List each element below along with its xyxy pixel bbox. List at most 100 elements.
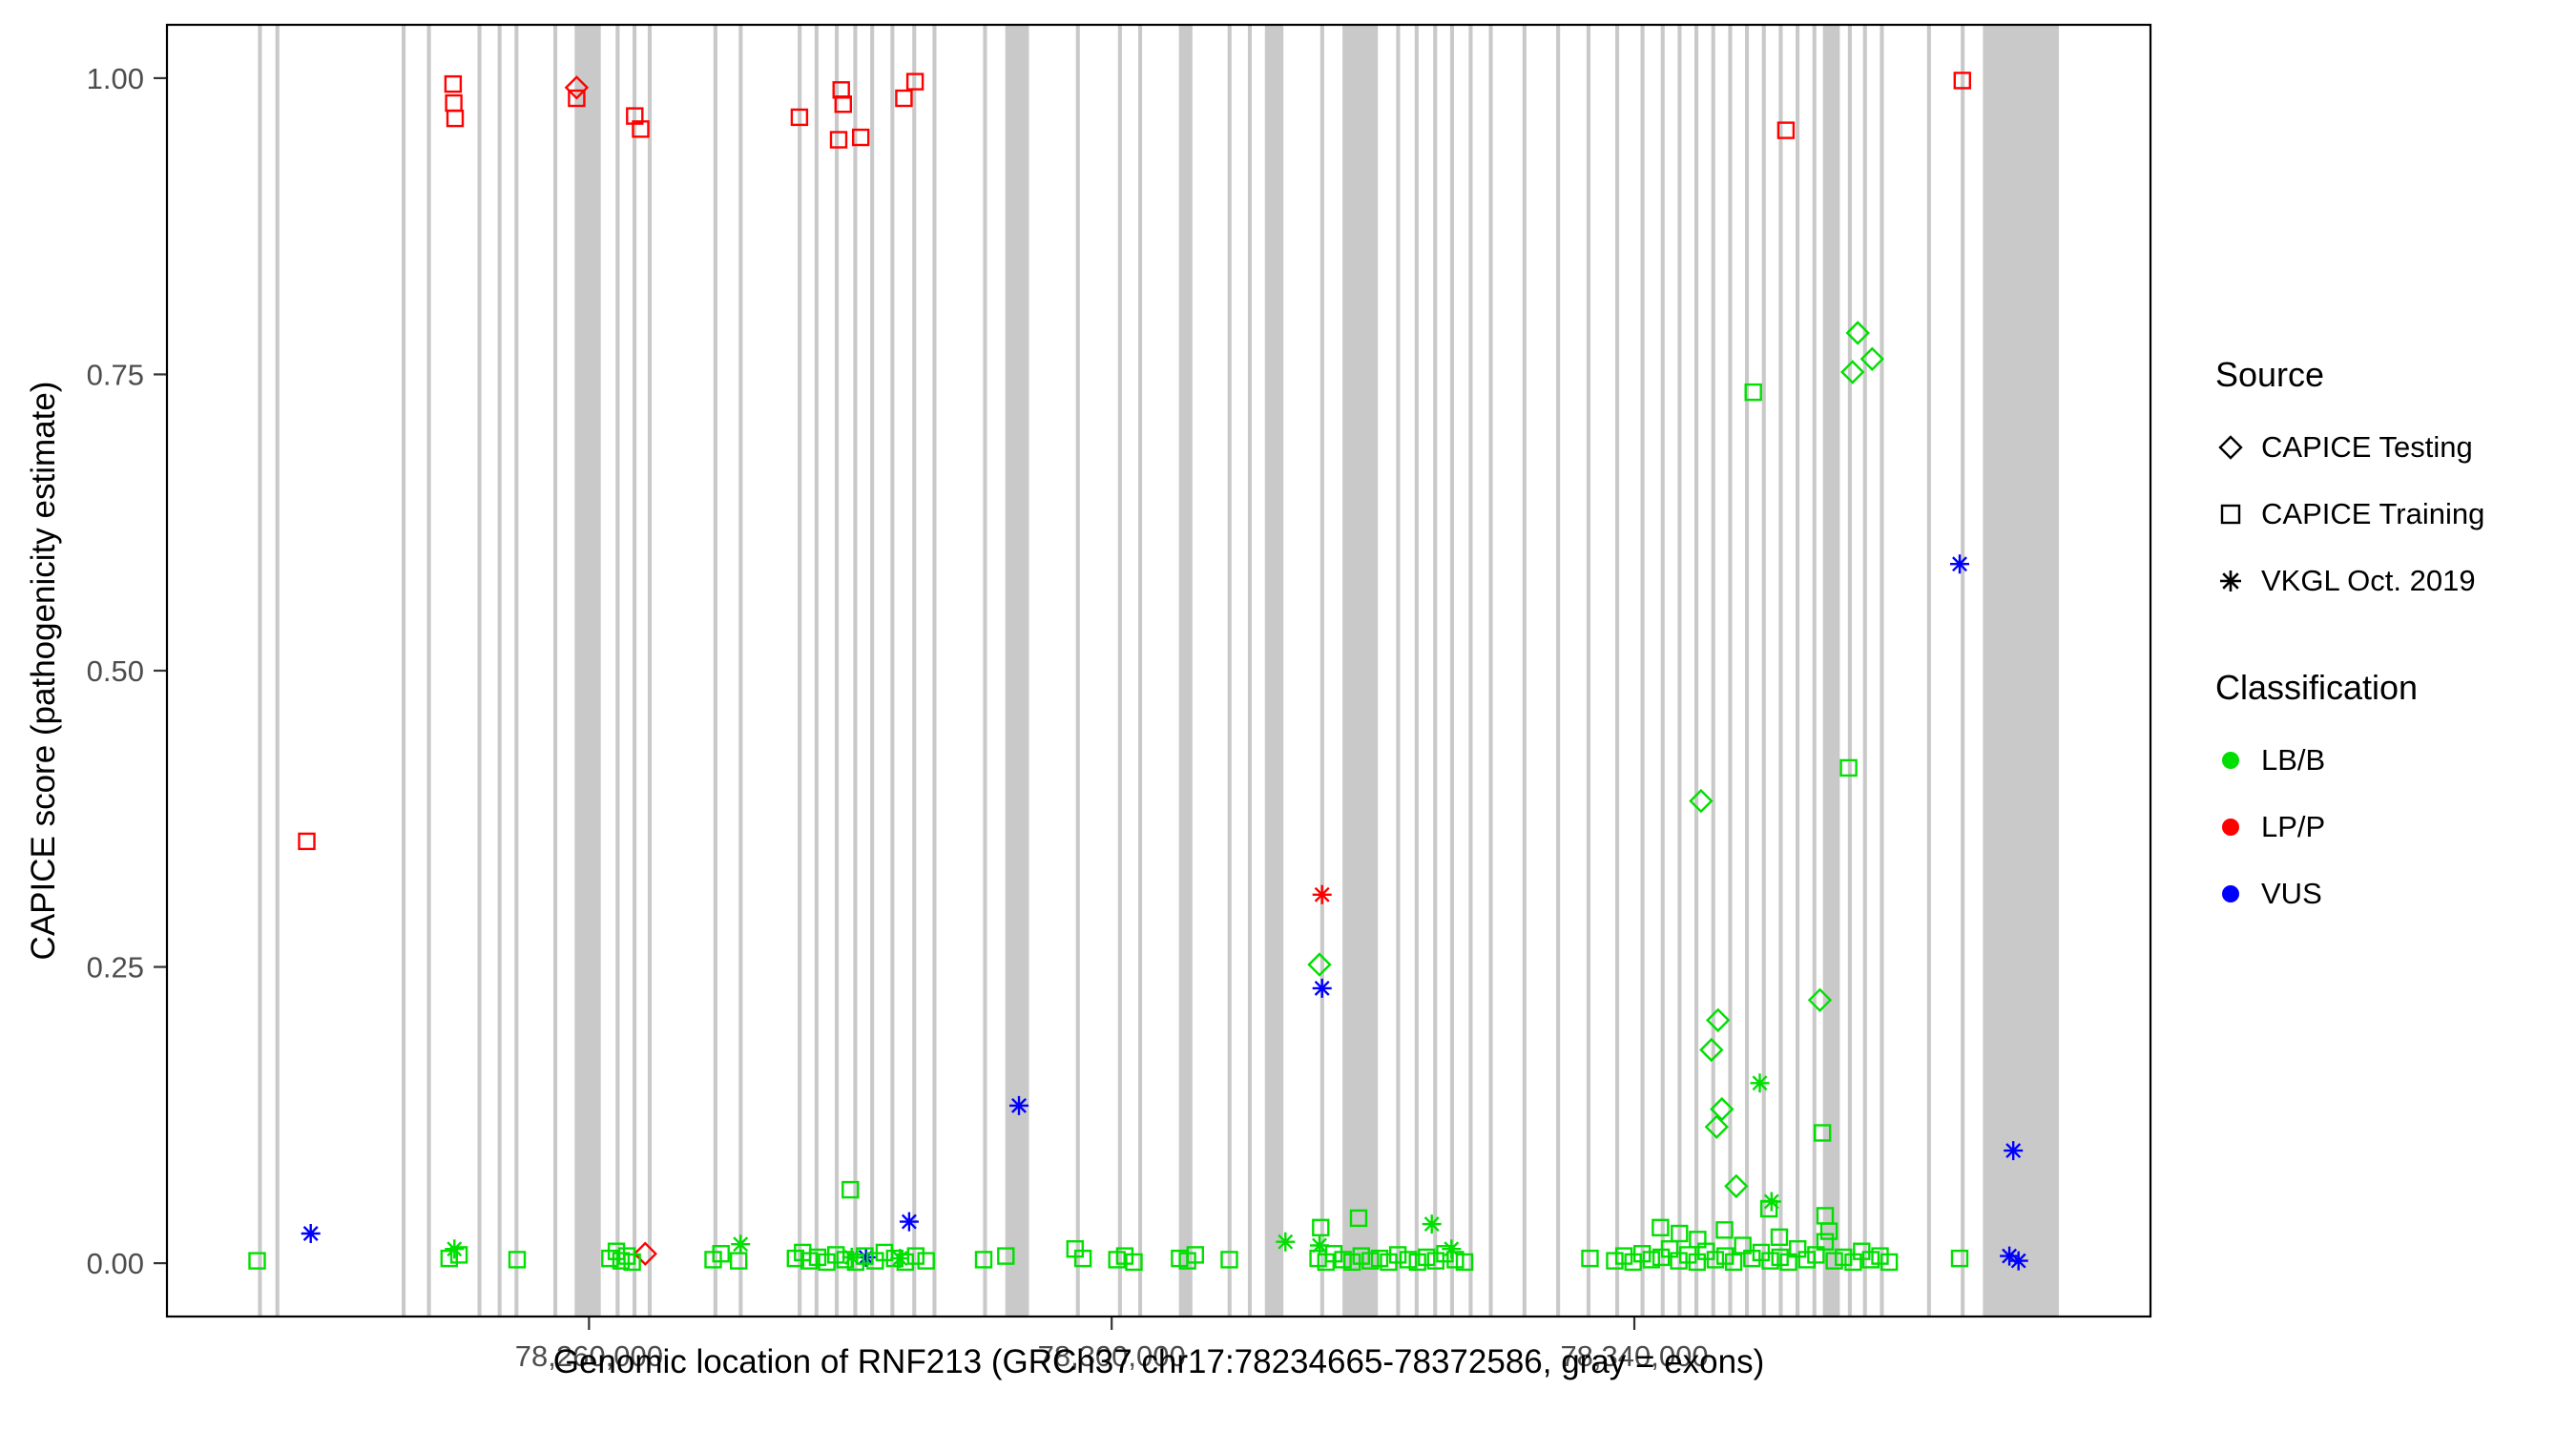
exon-band xyxy=(1396,25,1401,1317)
data-point xyxy=(445,1239,465,1259)
exon-band xyxy=(1796,25,1800,1317)
exon-band xyxy=(1711,25,1715,1317)
data-point xyxy=(1819,1222,1839,1240)
y-tick-label: 0.50 xyxy=(87,654,144,688)
data-point xyxy=(1688,1253,1707,1272)
data-point xyxy=(827,1246,845,1264)
data-point xyxy=(834,94,852,114)
legend-item-vus: VUS xyxy=(2212,861,2565,927)
data-point xyxy=(626,107,644,125)
data-point xyxy=(1186,1246,1205,1264)
data-point xyxy=(1779,1253,1797,1272)
data-point xyxy=(1689,788,1714,814)
data-points xyxy=(248,72,2028,1272)
exon-band xyxy=(1117,25,1122,1317)
data-point xyxy=(1073,1249,1092,1268)
data-point xyxy=(1825,1252,1843,1270)
exon-band xyxy=(1449,25,1454,1317)
exon-band xyxy=(1640,25,1645,1317)
data-point xyxy=(1744,383,1762,402)
data-point xyxy=(1312,978,1332,998)
exon-band xyxy=(983,25,987,1317)
data-point xyxy=(846,1253,864,1272)
exon-band xyxy=(1227,25,1232,1317)
data-point xyxy=(1312,884,1332,904)
data-point xyxy=(906,1247,924,1265)
exon-band xyxy=(1694,25,1699,1317)
exon-band xyxy=(1005,25,1029,1317)
exon-band xyxy=(1264,25,1284,1317)
exon-band xyxy=(1138,25,1143,1317)
legend-item-label: LB/B xyxy=(2261,743,2326,777)
x-tick-label: 78,340,000 xyxy=(1560,1339,1708,1373)
exon-band xyxy=(1615,25,1620,1317)
data-point xyxy=(1788,1239,1807,1258)
data-point xyxy=(1950,554,1969,574)
data-point xyxy=(1220,1251,1238,1269)
data-point xyxy=(974,1251,993,1269)
data-point xyxy=(1743,1249,1761,1268)
exon-band xyxy=(275,25,280,1317)
data-point xyxy=(1312,1218,1330,1237)
y-tick-label: 1.00 xyxy=(87,62,144,95)
y-tick-label: 0.00 xyxy=(87,1247,144,1280)
data-point xyxy=(1276,1232,1296,1252)
legend-source-title: Source xyxy=(2215,355,2325,394)
data-point xyxy=(1807,987,1833,1012)
exon-band xyxy=(1414,25,1419,1317)
exon-band xyxy=(814,25,819,1317)
exon-band xyxy=(1983,25,2059,1317)
data-point xyxy=(301,1224,321,1243)
exon-band xyxy=(738,25,743,1317)
x-tick-label: 78,260,000 xyxy=(515,1339,663,1373)
data-point xyxy=(1606,1252,1624,1270)
data-point xyxy=(856,1247,876,1267)
data-point xyxy=(1642,1251,1661,1269)
data-point xyxy=(808,1248,827,1267)
data-point xyxy=(1839,758,1858,778)
data-point xyxy=(1581,1249,1599,1268)
data-point xyxy=(1813,1124,1832,1142)
data-point xyxy=(730,1252,748,1270)
legend-classification-title: Classification xyxy=(2215,668,2419,707)
panel-border xyxy=(165,23,2152,1318)
data-point xyxy=(1715,1221,1734,1239)
exon-band xyxy=(1880,25,1884,1317)
data-point xyxy=(564,75,590,100)
data-point xyxy=(1115,1247,1134,1265)
data-point xyxy=(1324,1244,1343,1263)
data-point xyxy=(1422,1214,1442,1234)
exon-band xyxy=(258,25,262,1317)
data-point xyxy=(852,128,870,147)
data-point xyxy=(731,1234,751,1255)
data-point xyxy=(875,1243,894,1262)
data-point xyxy=(890,1249,910,1269)
exon-band xyxy=(798,25,802,1317)
data-point xyxy=(896,1253,914,1272)
data-point xyxy=(1660,1239,1679,1258)
exon-band xyxy=(1556,25,1561,1317)
legend-item-vkgl: VKGL Oct. 2019 xyxy=(2212,548,2565,614)
data-point xyxy=(1361,1252,1380,1270)
exon-band xyxy=(853,25,858,1317)
exon-band xyxy=(477,25,482,1317)
data-point xyxy=(836,1251,854,1269)
legend-item-label: CAPICE Testing xyxy=(2261,430,2473,464)
y-tick-label: 0.75 xyxy=(87,358,144,391)
data-point xyxy=(1455,1253,1474,1272)
data-point xyxy=(1125,1253,1143,1272)
data-point xyxy=(1704,1114,1729,1139)
data-point xyxy=(1370,1249,1389,1268)
data-point xyxy=(829,131,848,149)
data-point xyxy=(1776,121,1796,139)
data-point xyxy=(1953,72,1972,90)
legend-item-label: VKGL Oct. 2019 xyxy=(2261,564,2476,597)
data-point xyxy=(1706,1007,1731,1033)
exon-band xyxy=(1677,25,1682,1317)
data-point xyxy=(568,89,586,108)
exon-band xyxy=(932,25,937,1317)
green-dot-icon xyxy=(2212,741,2261,779)
data-point xyxy=(885,1249,904,1268)
data-point xyxy=(2000,1246,2020,1266)
